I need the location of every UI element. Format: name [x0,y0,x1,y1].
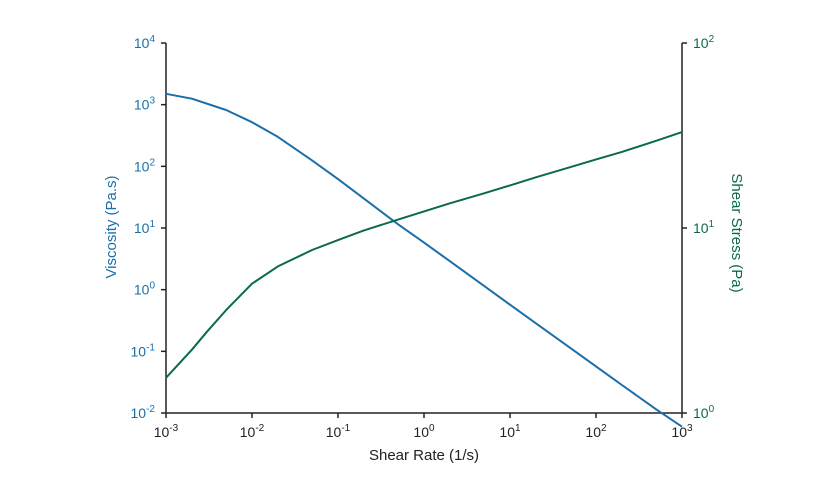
left-tick-label: 104 [134,34,156,51]
left-y-axis-title: Viscosity (Pa.s) [103,175,120,278]
x-tick-label: 101 [499,423,521,440]
x-tick-label: 100 [413,423,435,440]
x-axis-title: Shear Rate (1/s) [369,447,479,464]
x-tick-label: 10-1 [326,423,351,440]
shear-stress-series-line [165,131,683,379]
x-tick-label: 10-2 [240,423,265,440]
series-layer [165,92,683,428]
right-tick-label: 102 [693,34,715,51]
left-y-axis: 10-2 10-1 100 101 102 103 104 [131,34,167,421]
left-tick-label: 10-2 [131,404,156,421]
x-tick-label: 102 [585,423,607,440]
left-tick-label: 100 [134,281,156,298]
right-y-axis-title: Shear Stress (Pa) [728,173,745,292]
x-tick-label: 10-3 [154,423,179,440]
left-tick-label: 103 [134,96,156,113]
left-tick-label: 102 [134,157,156,174]
viscosity-series-line [165,92,683,428]
left-tick-label: 101 [134,219,156,236]
right-tick-label: 100 [693,404,715,421]
right-y-axis: 100 101 102 [681,34,715,421]
right-tick-label: 101 [693,219,715,236]
x-tick-label: 103 [671,423,693,440]
left-tick-label: 10-1 [131,342,156,359]
x-axis: 10-3 10-2 10-1 100 101 102 103 [154,412,693,440]
